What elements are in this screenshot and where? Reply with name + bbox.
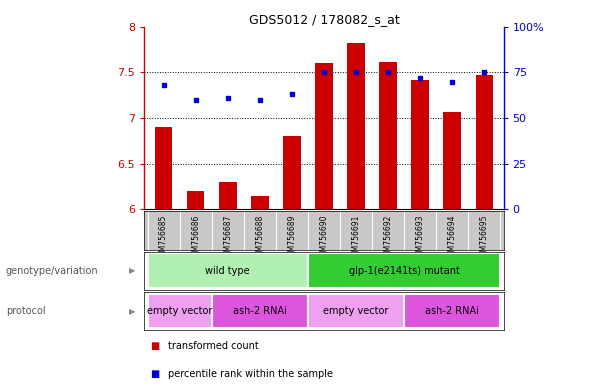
Text: GSM756691: GSM756691 [352, 214, 360, 261]
Bar [147, 253, 308, 288]
Bar [444, 112, 461, 209]
Text: GSM756690: GSM756690 [319, 214, 329, 261]
Bar [155, 127, 173, 209]
Text: GSM756688: GSM756688 [255, 214, 264, 260]
Bar [187, 191, 204, 209]
Text: empty vector: empty vector [147, 306, 212, 316]
Text: GSM756695: GSM756695 [480, 214, 489, 261]
Text: GSM756686: GSM756686 [191, 214, 200, 261]
Text: GSM756685: GSM756685 [159, 214, 168, 261]
Text: genotype/variation: genotype/variation [6, 266, 98, 276]
Text: wild type: wild type [206, 266, 250, 276]
Bar [315, 63, 333, 209]
Text: ■: ■ [150, 369, 160, 379]
Bar [411, 80, 429, 209]
Text: GSM756689: GSM756689 [287, 214, 296, 261]
Bar [475, 75, 493, 209]
Text: glp-1(e2141ts) mutant: glp-1(e2141ts) mutant [349, 266, 459, 276]
Bar [251, 195, 269, 209]
Text: percentile rank within the sample: percentile rank within the sample [168, 369, 333, 379]
Bar [283, 136, 301, 209]
Text: empty vector: empty vector [323, 306, 389, 316]
Text: transformed count: transformed count [168, 341, 259, 351]
Text: ▶: ▶ [129, 266, 136, 275]
Text: protocol: protocol [6, 306, 45, 316]
Bar [211, 294, 308, 328]
Bar [308, 294, 404, 328]
Text: GSM756687: GSM756687 [223, 214, 232, 261]
Bar [347, 43, 365, 209]
Text: GSM756694: GSM756694 [448, 214, 456, 261]
Bar [404, 294, 501, 328]
Text: ash-2 RNAi: ash-2 RNAi [425, 306, 479, 316]
Text: GSM756693: GSM756693 [416, 214, 425, 261]
Bar [379, 61, 397, 209]
Text: ▶: ▶ [129, 306, 136, 316]
Text: ash-2 RNAi: ash-2 RNAi [233, 306, 287, 316]
Bar [147, 294, 211, 328]
Text: ■: ■ [150, 341, 160, 351]
Bar [219, 182, 237, 209]
Title: GDS5012 / 178082_s_at: GDS5012 / 178082_s_at [249, 13, 399, 26]
Text: GSM756692: GSM756692 [383, 214, 393, 261]
Bar [308, 253, 501, 288]
